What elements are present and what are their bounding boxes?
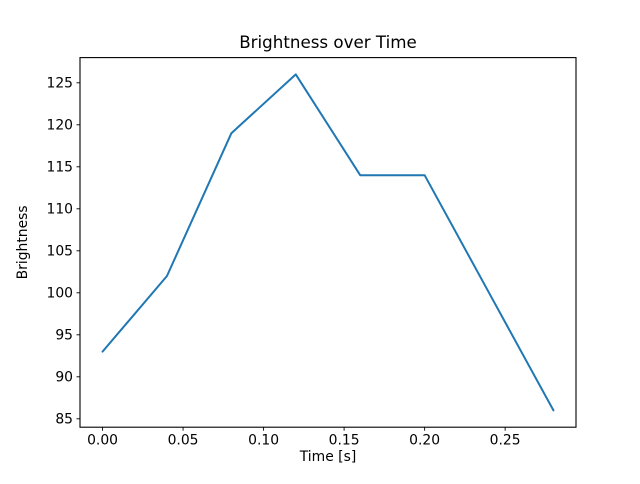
- y-tick-label: 85: [55, 412, 73, 428]
- y-axis-label: Brightness: [15, 205, 31, 279]
- plot-background: [80, 57, 576, 428]
- x-tick-label: 0.15: [329, 433, 360, 449]
- y-tick-label: 120: [46, 118, 73, 134]
- axes-frame: [79, 57, 577, 428]
- x-tick-label: 0.25: [490, 433, 521, 449]
- x-tick-label: 0.10: [248, 433, 279, 449]
- y-tick-label: 110: [46, 202, 73, 218]
- y-tick-label: 100: [46, 286, 73, 302]
- y-tick-label: 95: [55, 328, 73, 344]
- chart-title: Brightness over Time: [239, 32, 417, 52]
- y-tick-label: 125: [46, 76, 73, 92]
- y-tick-label: 115: [46, 160, 73, 176]
- x-tick-label: 0.20: [409, 433, 440, 449]
- x-axis-label: Time [s]: [299, 449, 357, 465]
- data-line-series: [101, 73, 555, 412]
- y-tick-label: 90: [55, 370, 73, 386]
- x-tick-label: 0.00: [87, 433, 118, 449]
- y-tick-label: 105: [46, 244, 73, 260]
- x-tick-label: 0.05: [168, 433, 199, 449]
